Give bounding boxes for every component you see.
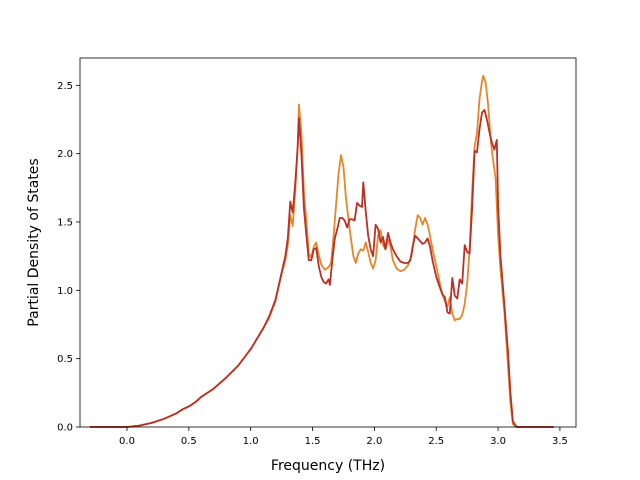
x-tick-label: 2.5 bbox=[428, 436, 444, 447]
y-tick-label: 1.5 bbox=[57, 218, 73, 229]
series-layer bbox=[89, 74, 554, 428]
y-axis-ticks: 0.0 0.5 1.0 1.5 2.0 2.5 bbox=[57, 81, 80, 434]
plot-background bbox=[80, 58, 576, 427]
x-axis-title: Frequency (THz) bbox=[271, 458, 385, 474]
y-tick-label: 0.5 bbox=[57, 354, 73, 365]
y-tick-label: 2.5 bbox=[57, 81, 73, 92]
x-tick-label: 3.0 bbox=[490, 436, 506, 447]
x-tick-label: 0.0 bbox=[119, 436, 135, 447]
x-tick-label: 1.5 bbox=[305, 436, 321, 447]
x-tick-label: 3.5 bbox=[552, 436, 568, 447]
y-tick-label: 0.0 bbox=[57, 423, 73, 434]
y-tick-label: 2.0 bbox=[57, 149, 73, 160]
x-tick-label: 0.5 bbox=[181, 436, 197, 447]
series-line-2 bbox=[89, 109, 554, 428]
x-axis-ticks: 0.0 0.5 1.0 1.5 2.0 2.5 3.0 3.5 bbox=[119, 427, 568, 447]
x-tick-label: 2.0 bbox=[366, 436, 382, 447]
y-tick-label: 1.0 bbox=[57, 286, 73, 297]
y-axis-title: Partial Density of States bbox=[26, 158, 42, 326]
plot-frame bbox=[79, 57, 577, 428]
x-tick-label: 1.0 bbox=[243, 436, 259, 447]
